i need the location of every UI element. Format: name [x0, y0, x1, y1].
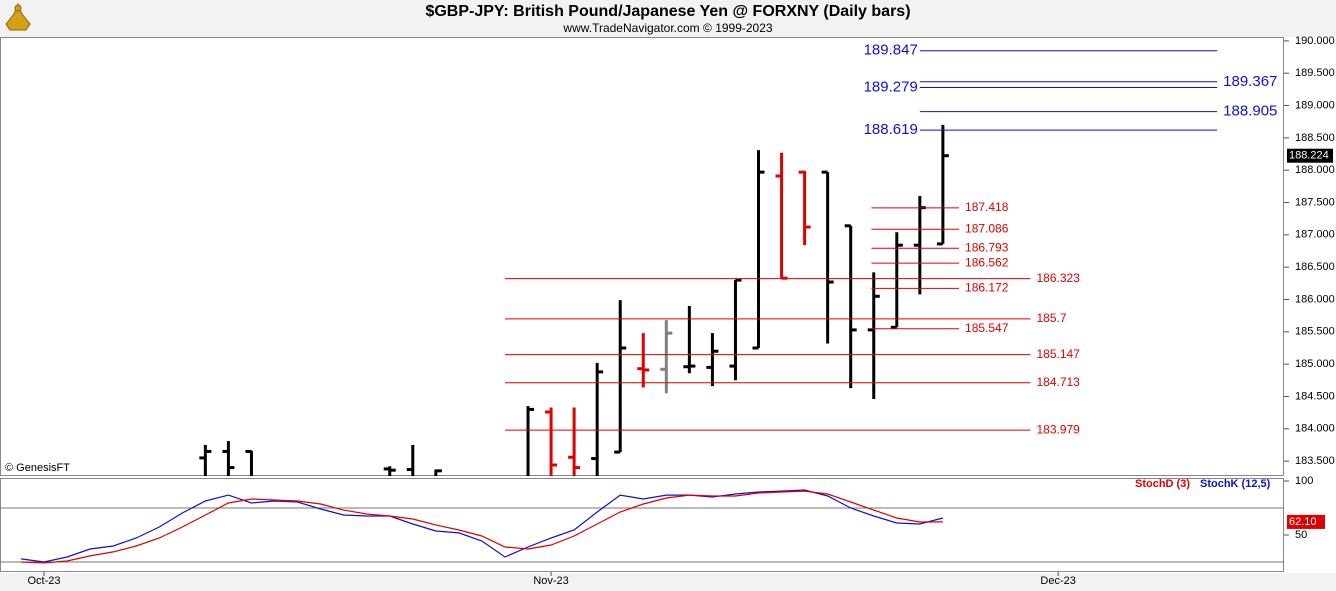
level-label: 189.847: [864, 42, 918, 59]
stoch-line: [20, 489, 944, 563]
y-tick-label: 187.500: [1295, 196, 1335, 208]
last-value-label: 62.10: [1289, 516, 1317, 528]
last-value-tag: [1287, 514, 1325, 529]
chart-title: $GBP-JPY: British Pound/Japanese Yen @ F…: [425, 3, 910, 20]
x-tick-label: Dec-23: [1040, 575, 1075, 587]
legend-label: StochK (12,5): [1200, 478, 1271, 490]
y-tick-label: 189.500: [1295, 67, 1335, 79]
level-label: 189.367: [1223, 73, 1277, 90]
logo: [5, 2, 31, 31]
x-tick-label: Nov-23: [533, 575, 568, 587]
level-label: 185.7: [1036, 311, 1066, 325]
legend-label: StochD (3): [1135, 478, 1190, 490]
y-tick-label: 100: [1295, 475, 1313, 487]
y-tick-label: 190.000: [1295, 35, 1335, 47]
x-axis-bg: [0, 573, 1336, 591]
level-label: 189.279: [864, 78, 918, 95]
level-label: 185.547: [965, 321, 1009, 335]
y-tick-label: 184.000: [1295, 423, 1335, 435]
level-label: 188.905: [1223, 103, 1277, 120]
y-tick-label: 50: [1295, 529, 1307, 541]
y-tick-label: 186.000: [1295, 293, 1335, 305]
y-tick-label: 184.500: [1295, 390, 1335, 402]
price-panel: [0, 37, 1284, 476]
stoch-line: [20, 490, 943, 564]
level-label: 183.979: [1036, 422, 1080, 436]
level-label: 186.172: [965, 281, 1009, 295]
y-tick-label: 188.000: [1295, 164, 1335, 176]
y-tick-label: 187.000: [1295, 229, 1335, 241]
y-tick-label: 183.500: [1295, 455, 1335, 467]
lines: [20, 489, 944, 564]
bars: [199, 50, 1218, 476]
watermark: © GenesisFT: [5, 462, 70, 474]
last-price-label: 188.224: [1289, 150, 1329, 162]
y-tick-label: 189.000: [1295, 99, 1335, 111]
level-label: 188.619: [864, 121, 918, 138]
level-label: 185.147: [1036, 347, 1080, 361]
y-tick-label: 185.500: [1295, 326, 1335, 338]
chart-subtitle: www.TradeNavigator.com © 1999-2023: [562, 21, 772, 35]
x-tick-label: Oct-23: [28, 575, 61, 587]
level-label: 184.713: [1036, 375, 1080, 389]
stoch-panel: [0, 478, 1284, 572]
level-label: 186.323: [1036, 271, 1080, 285]
header-bg: [0, 0, 1336, 37]
level-label: 187.086: [965, 221, 1009, 235]
level-label: 186.562: [965, 255, 1009, 269]
level-label: 187.418: [965, 200, 1009, 214]
y-tick-label: 186.500: [1295, 261, 1335, 273]
y-tick-label: 185.000: [1295, 358, 1335, 370]
last-price-tag: [1287, 148, 1333, 163]
level-label: 186.793: [965, 240, 1009, 254]
y-tick-label: 188.500: [1295, 132, 1335, 144]
